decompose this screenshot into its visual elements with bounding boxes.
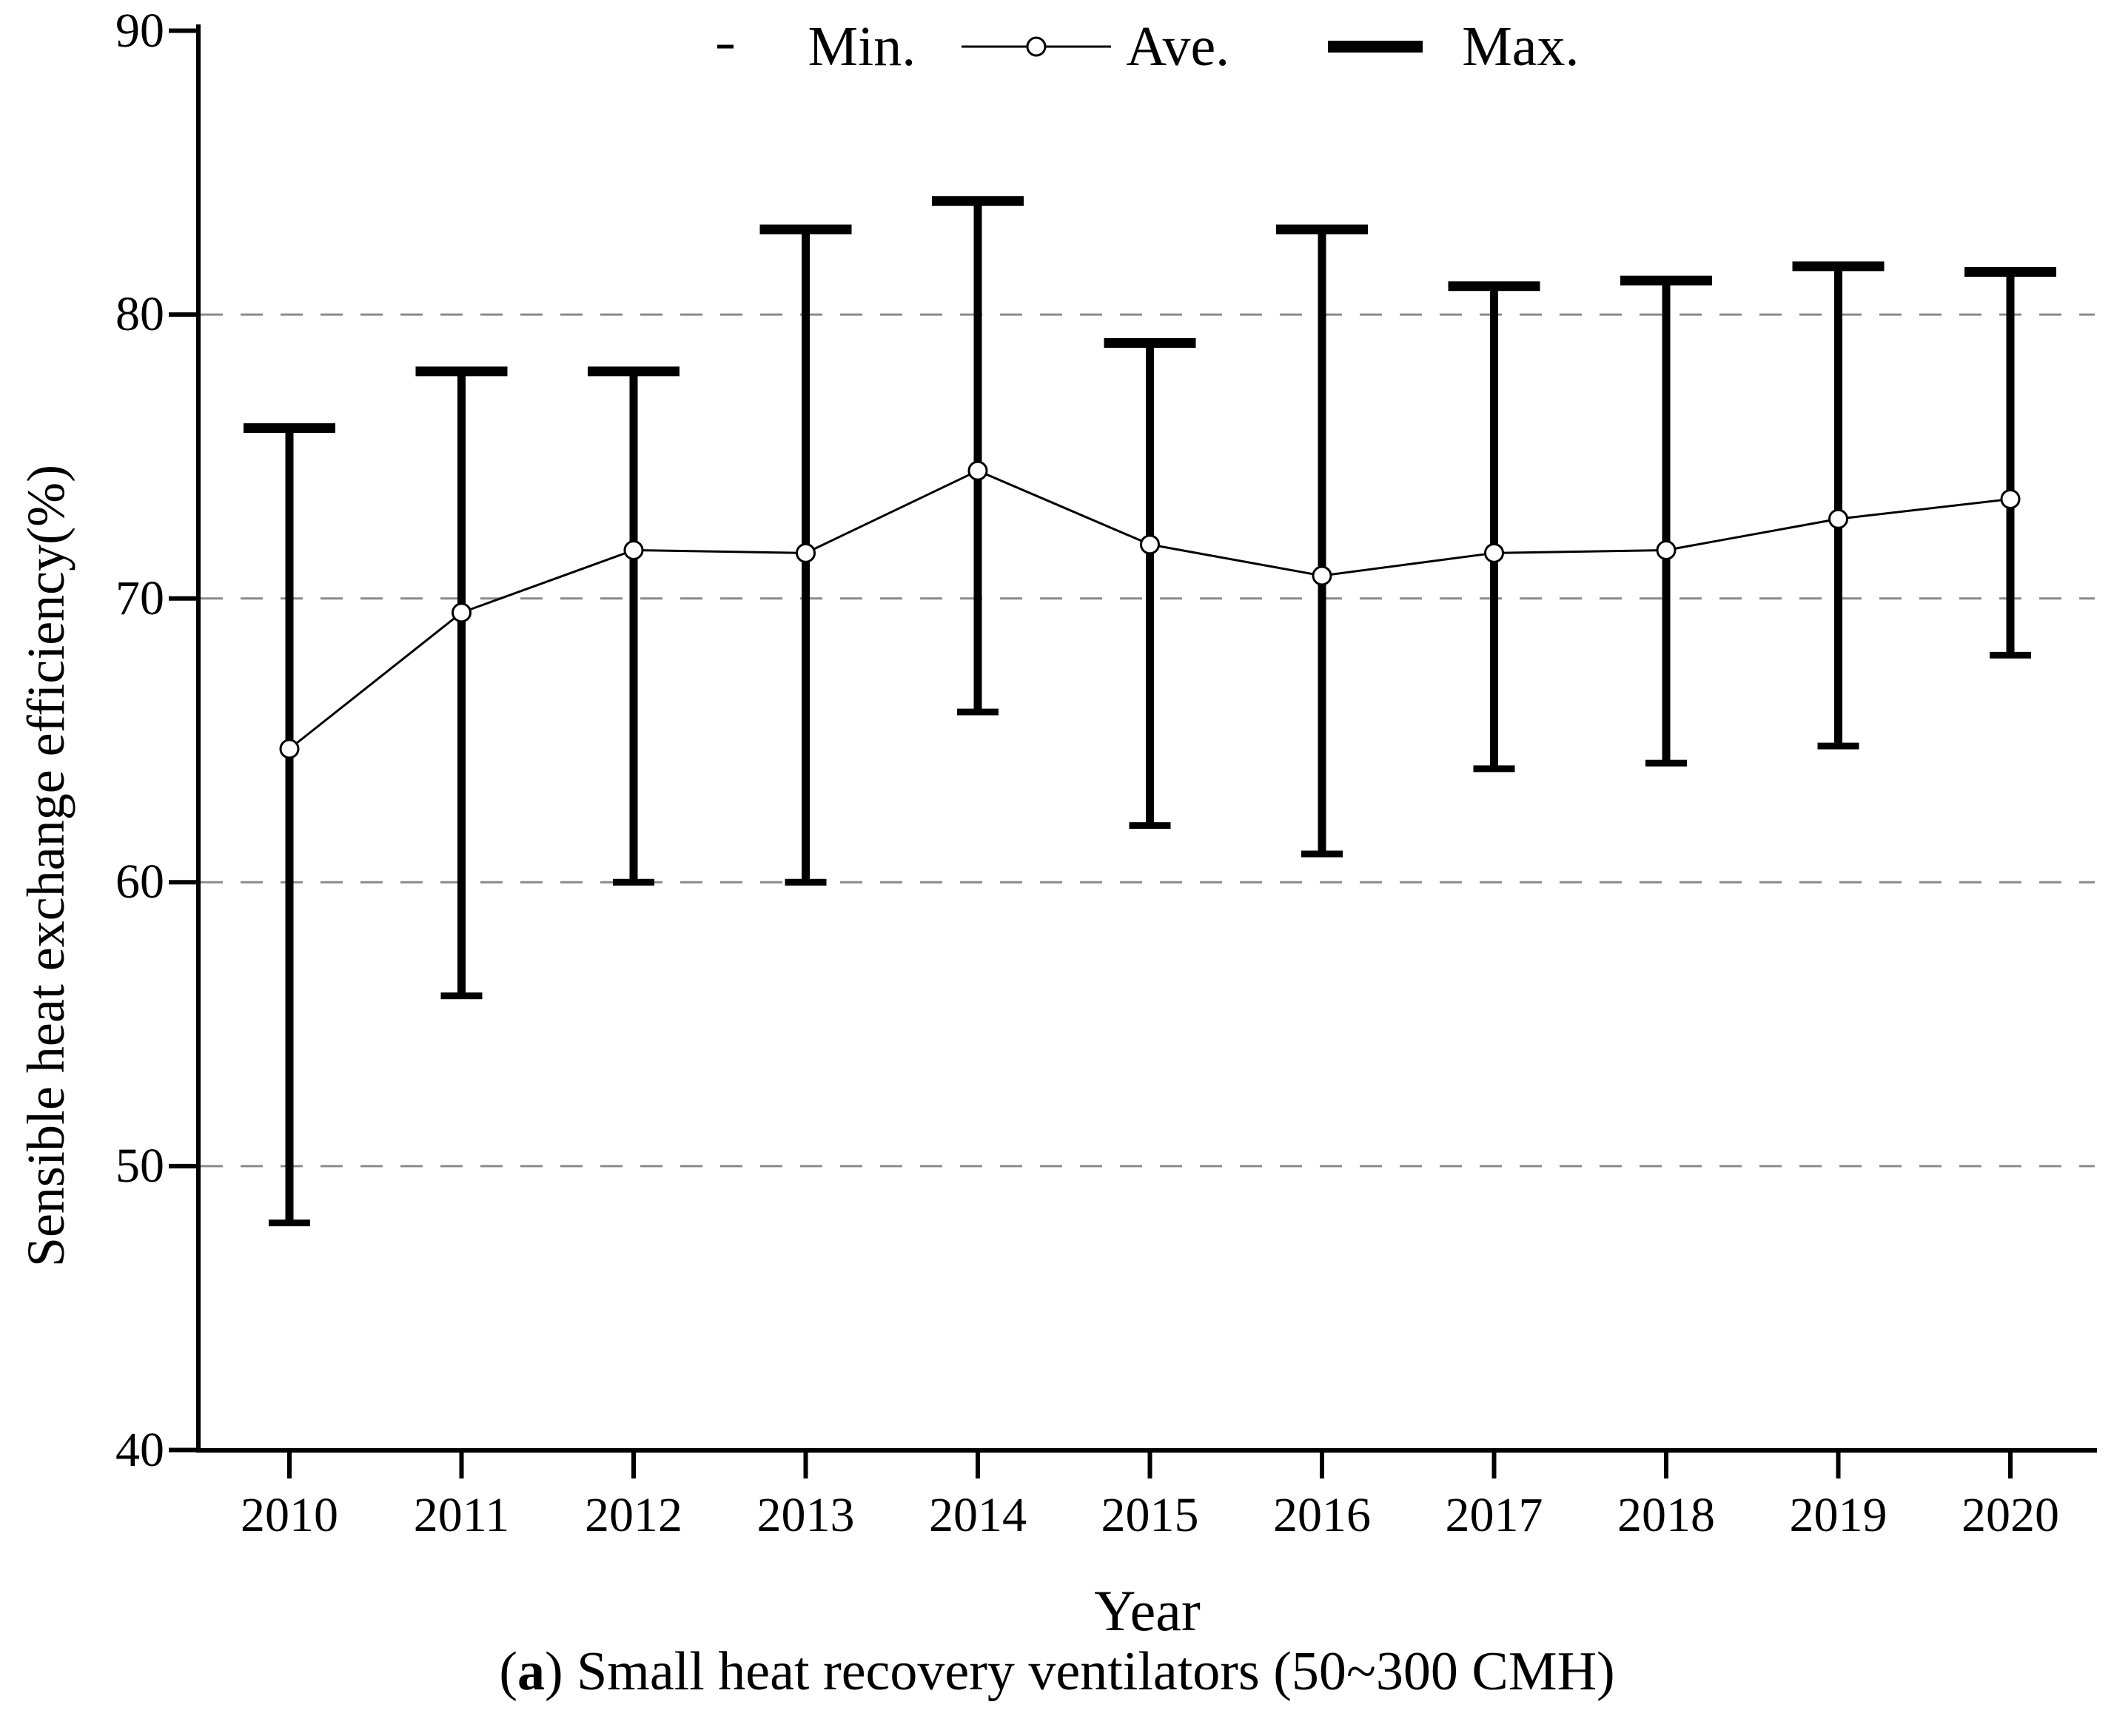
y-tick-label: 50	[115, 1138, 164, 1193]
ave-marker	[279, 739, 300, 759]
ave-marker	[2000, 488, 2021, 509]
ave-marker	[1484, 542, 1504, 563]
ave-marker	[1656, 539, 1677, 560]
y-tick-label: 40	[115, 1422, 164, 1477]
y-tick-label: 80	[115, 287, 164, 342]
x-tick-label: 2017	[1445, 1488, 1543, 1542]
x-tick-label: 2012	[585, 1488, 682, 1542]
x-tick-label: 2019	[1789, 1488, 1888, 1542]
x-tick-label: 2010	[241, 1488, 338, 1542]
caption-letter: a	[517, 1641, 545, 1702]
y-tick-label: 70	[115, 571, 164, 625]
legend-min-marker-icon	[717, 44, 734, 49]
x-tick-label: 2016	[1273, 1488, 1371, 1542]
x-tick-label: 2014	[929, 1488, 1027, 1542]
legend-label-max: Max.	[1462, 16, 1580, 78]
x-axis-title: Year	[1094, 1578, 1201, 1643]
caption-prefix: (	[499, 1641, 517, 1702]
x-tick-label: 2015	[1101, 1488, 1199, 1542]
legend-max-marker-icon	[1328, 41, 1423, 53]
x-tick-label: 2011	[413, 1488, 510, 1542]
y-axis-title: Sensible heat exchange efficiency(%)	[16, 464, 76, 1268]
ave-marker	[623, 539, 644, 560]
ave-marker	[1140, 534, 1160, 555]
x-tick-label: 2013	[756, 1488, 855, 1542]
caption-text: ) Small heat recovery ventilators (50~30…	[544, 1641, 1615, 1702]
x-tick-label: 2020	[1962, 1488, 2059, 1542]
caption: (a) Small heat recovery ventilators (50~…	[0, 1644, 2114, 1699]
x-tick-label: 2018	[1617, 1488, 1715, 1542]
y-tick-label: 90	[115, 3, 164, 58]
legend-ave-marker-icon	[962, 36, 1112, 57]
legend: Min. Ave. Max.	[198, 18, 2097, 75]
legend-label-ave: Ave.	[1126, 16, 1230, 78]
y-tick-label: 60	[115, 855, 164, 909]
legend-label-min: Min.	[808, 16, 916, 78]
ave-marker	[1828, 508, 1848, 529]
ave-marker	[796, 542, 816, 563]
ave-marker	[452, 602, 472, 623]
ave-marker	[967, 460, 988, 481]
ave-marker	[1312, 565, 1332, 586]
